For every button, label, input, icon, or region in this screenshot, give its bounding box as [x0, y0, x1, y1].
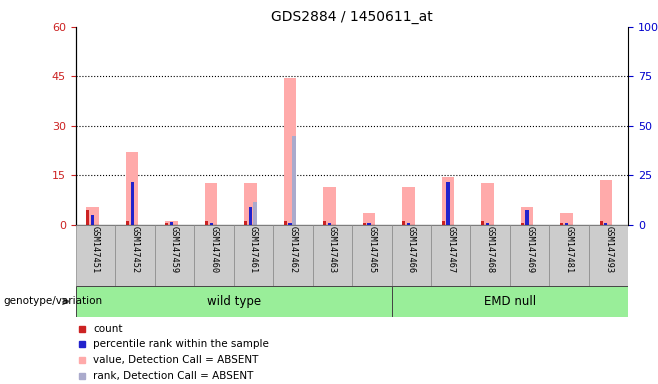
Bar — [560, 213, 572, 225]
Bar — [599, 180, 612, 225]
Text: EMD null: EMD null — [484, 295, 536, 308]
Bar — [165, 221, 178, 225]
Bar — [244, 221, 247, 225]
Bar — [565, 223, 568, 225]
Bar — [91, 215, 94, 225]
Bar — [520, 207, 533, 225]
Bar — [76, 286, 392, 317]
Bar — [431, 225, 470, 286]
Bar — [599, 221, 603, 225]
Bar — [402, 187, 415, 225]
Bar — [446, 182, 449, 225]
Bar — [323, 187, 336, 225]
Bar — [352, 225, 392, 286]
Bar — [130, 182, 134, 225]
Bar — [76, 225, 115, 286]
Text: GSM147468: GSM147468 — [486, 227, 495, 274]
Text: value, Detection Call = ABSENT: value, Detection Call = ABSENT — [93, 355, 259, 365]
Text: GSM147460: GSM147460 — [209, 227, 218, 274]
Bar — [363, 223, 366, 225]
Bar — [481, 184, 494, 225]
Text: GSM147481: GSM147481 — [565, 227, 574, 274]
Bar — [244, 184, 257, 225]
Bar — [284, 221, 287, 225]
Text: percentile rank within the sample: percentile rank within the sample — [93, 339, 269, 349]
Bar — [549, 225, 589, 286]
Text: GSM147466: GSM147466 — [407, 227, 416, 274]
Bar — [442, 221, 445, 225]
Bar — [115, 225, 155, 286]
Text: count: count — [93, 324, 123, 334]
Title: GDS2884 / 1450611_at: GDS2884 / 1450611_at — [271, 10, 433, 25]
Bar — [205, 184, 217, 225]
Text: rank, Detection Call = ABSENT: rank, Detection Call = ABSENT — [93, 371, 254, 381]
Bar — [560, 223, 563, 225]
Bar — [392, 286, 628, 317]
Text: GSM147493: GSM147493 — [604, 227, 613, 274]
Bar — [363, 213, 375, 225]
Bar — [126, 221, 129, 225]
Bar — [194, 225, 234, 286]
Bar — [165, 223, 168, 225]
Bar — [323, 221, 326, 225]
Bar — [481, 221, 484, 225]
Bar — [288, 223, 291, 225]
Bar — [604, 223, 607, 225]
Bar — [328, 223, 331, 225]
Text: GSM147463: GSM147463 — [328, 227, 337, 274]
Bar — [367, 223, 370, 225]
Text: GSM147459: GSM147459 — [170, 227, 179, 274]
Bar — [510, 225, 549, 286]
Bar — [253, 202, 257, 225]
Bar — [442, 177, 454, 225]
Bar — [209, 223, 213, 225]
Bar — [205, 221, 208, 225]
Bar — [392, 225, 431, 286]
Bar — [234, 225, 273, 286]
Text: GSM147451: GSM147451 — [91, 227, 100, 274]
Bar — [589, 225, 628, 286]
Bar — [402, 221, 405, 225]
Bar — [292, 136, 296, 225]
Text: GSM147452: GSM147452 — [130, 227, 139, 274]
Bar — [486, 223, 489, 225]
Bar — [126, 152, 138, 225]
Text: GSM147469: GSM147469 — [525, 227, 534, 274]
Bar — [155, 225, 194, 286]
Text: GSM147465: GSM147465 — [367, 227, 376, 274]
Bar — [525, 210, 528, 225]
Bar — [273, 225, 313, 286]
Text: GSM147462: GSM147462 — [288, 227, 297, 274]
Bar — [170, 222, 173, 225]
Bar — [313, 225, 352, 286]
Bar — [470, 225, 510, 286]
Text: GSM147467: GSM147467 — [446, 227, 455, 274]
Bar — [249, 207, 252, 225]
Text: genotype/variation: genotype/variation — [3, 296, 103, 306]
Bar — [407, 223, 410, 225]
Text: wild type: wild type — [207, 295, 261, 308]
Bar — [284, 78, 296, 225]
Bar — [86, 210, 89, 225]
Bar — [520, 223, 524, 225]
Bar — [86, 207, 99, 225]
Text: GSM147461: GSM147461 — [249, 227, 258, 274]
